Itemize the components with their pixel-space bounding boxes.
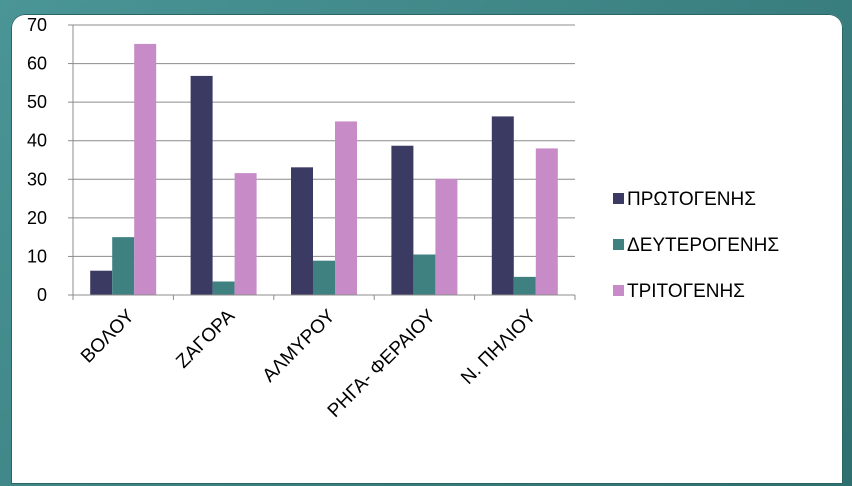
bar-3-series-0 <box>391 145 414 295</box>
bar-4-series-0 <box>491 116 514 296</box>
bar-3-series-2 <box>435 178 458 295</box>
legend-label: ΔΕΥΤΕΡΟΓΕΝΗΣ <box>627 235 779 256</box>
bar-2-series-2 <box>335 121 357 295</box>
legend-swatch <box>613 193 624 204</box>
bar-0-series-2 <box>134 43 157 296</box>
x-category-label: ΒΟΛΟΥ <box>77 305 139 367</box>
y-tick-label: 30 <box>27 169 47 189</box>
bar-2-series-1 <box>313 260 335 295</box>
bar-0-series-0 <box>90 270 113 295</box>
x-category-label: ΖΑΓΟΡΑ <box>172 305 239 372</box>
bar-4-series-1 <box>513 276 536 295</box>
legend-label: ΠΡΩΤΟΓΕΝΗΣ <box>627 189 756 210</box>
y-axis-tick-labels: 0 10 20 30 40 50 60 70 <box>27 15 74 305</box>
y-tick-label: 50 <box>27 92 47 112</box>
x-category-label: ΡΗΓΑ- ΦΕΡΑΙΟΥ <box>324 305 440 421</box>
bar-3-series-1 <box>413 254 436 295</box>
y-tick-label: 20 <box>27 208 47 228</box>
bar-4-series-2 <box>535 148 558 295</box>
bar-1-series-2 <box>234 173 257 295</box>
bar-1-series-1 <box>212 281 235 295</box>
legend-label: ΤΡΙΤΟΓΕΝΗΣ <box>627 281 745 302</box>
x-axis <box>72 294 576 300</box>
x-category-label: Ν. ΠΗΛΙΟΥ <box>457 305 540 388</box>
bar-1-series-0 <box>190 75 213 296</box>
y-tick-label: 40 <box>27 131 47 151</box>
legend: ΠΡΩΤΟΓΕΝΗΣ ΔΕΥΤΕΡΟΓΕΝΗΣ ΤΡΙΤΟΓΕΝΗΣ <box>613 189 779 302</box>
y-tick-label: 60 <box>27 54 47 74</box>
y-tick-label: 10 <box>27 246 47 266</box>
legend-swatch <box>613 285 624 296</box>
bar-2-series-0 <box>291 167 313 295</box>
legend-swatch <box>613 239 624 250</box>
x-category-label: ΑΛΜΥΡΟΥ <box>259 305 340 386</box>
bars <box>90 43 558 296</box>
gridlines <box>73 24 575 257</box>
y-tick-label: 0 <box>37 285 47 305</box>
bar-0-series-1 <box>112 237 135 295</box>
y-tick-label: 70 <box>27 15 47 35</box>
